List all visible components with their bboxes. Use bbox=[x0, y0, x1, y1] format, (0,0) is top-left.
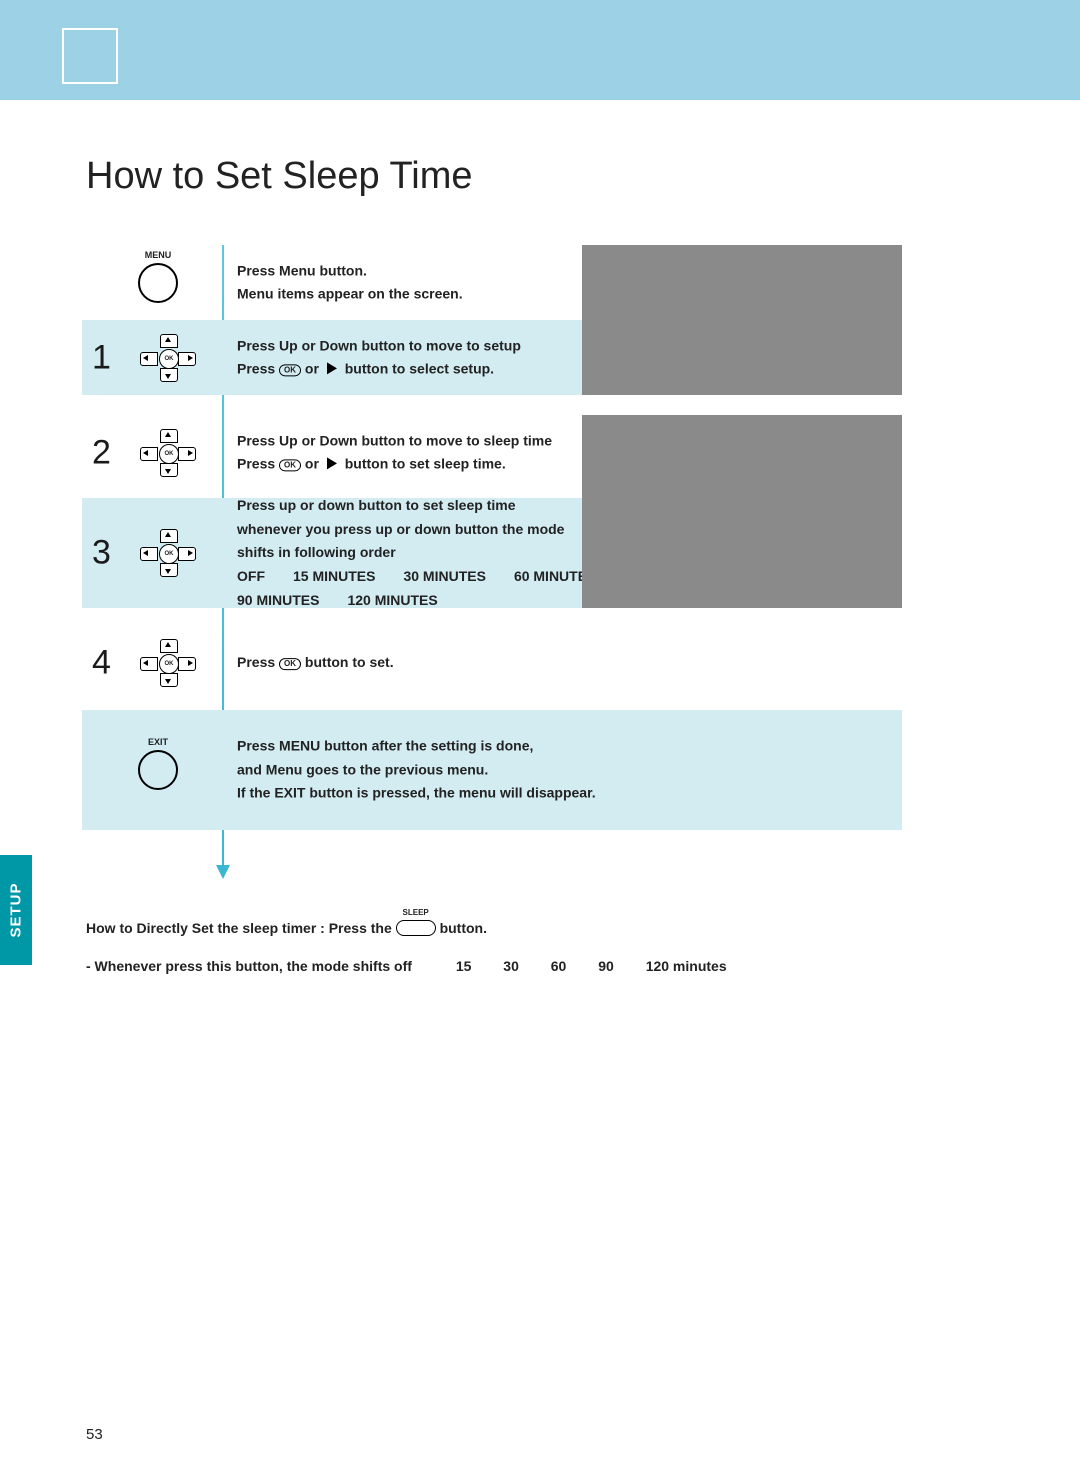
header-box-icon bbox=[62, 28, 118, 84]
play-icon bbox=[327, 363, 337, 375]
screenshot-placeholder bbox=[582, 245, 902, 395]
step-1-number: 1 bbox=[92, 338, 111, 377]
menu-button-label: MENU bbox=[145, 250, 172, 260]
direct-line2: - Whenever press this button, the mode s… bbox=[86, 958, 906, 974]
step-1-line1: Press Up or Down button to move to setup bbox=[237, 335, 521, 357]
ok-badge-icon: OK bbox=[279, 460, 301, 472]
step-2-line2: Press OK or button to set sleep time. bbox=[237, 454, 552, 476]
ok-badge-icon: OK bbox=[279, 365, 301, 377]
exit-button-label: EXIT bbox=[148, 737, 168, 747]
step-3-line3: shifts in following order bbox=[237, 542, 624, 564]
step-3-options: OFF15 MINUTES30 MINUTES60 MINUTES bbox=[237, 566, 624, 588]
header-bar bbox=[0, 0, 1080, 100]
menu-button-icon: MENU bbox=[138, 263, 178, 303]
step-1-line2: Press OK or button to select setup. bbox=[237, 359, 521, 381]
ok-badge-icon: OK bbox=[279, 658, 301, 670]
manual-page: How to Set Sleep Time MENU Press Menu bu… bbox=[0, 0, 1080, 1483]
play-icon bbox=[327, 458, 337, 470]
step-2-number: 2 bbox=[92, 433, 111, 472]
dpad-icon: OK bbox=[138, 639, 198, 687]
step-3-options-2: 90 MINUTES120 MINUTES bbox=[237, 590, 624, 612]
screenshot-placeholder bbox=[582, 415, 902, 608]
step-exit-line1: Press MENU button after the setting is d… bbox=[237, 735, 596, 757]
step-4-line: Press OK button to set. bbox=[237, 652, 394, 674]
direct-set-section: How to Directly Set the sleep timer : Pr… bbox=[86, 920, 906, 974]
step-3-line1: Press up or down button to set sleep tim… bbox=[237, 495, 624, 517]
page-title: How to Set Sleep Time bbox=[86, 155, 473, 198]
exit-button-icon: EXIT bbox=[138, 750, 178, 790]
section-tab: SETUP bbox=[0, 855, 32, 965]
step-exit-line3: If the EXIT button is pressed, the menu … bbox=[237, 783, 596, 805]
step-4: 4 OK Press OK button to set. bbox=[82, 625, 902, 700]
dpad-icon: OK bbox=[138, 334, 198, 382]
step-3-line2: whenever you press up or down button the… bbox=[237, 518, 624, 540]
step-4-number: 4 bbox=[92, 643, 111, 682]
step-exit: EXIT Press MENU button after the setting… bbox=[82, 710, 902, 830]
step-menu-line2: Menu items appear on the screen. bbox=[237, 284, 463, 306]
step-exit-line2: and Menu goes to the previous menu. bbox=[237, 759, 596, 781]
section-tab-label: SETUP bbox=[8, 882, 25, 937]
step-3-number: 3 bbox=[92, 534, 111, 573]
sleep-button-icon: SLEEP bbox=[396, 920, 436, 936]
page-number: 53 bbox=[86, 1426, 103, 1443]
dpad-icon: OK bbox=[138, 529, 198, 577]
step-2-line1: Press Up or Down button to move to sleep… bbox=[237, 430, 552, 452]
direct-line1: How to Directly Set the sleep timer : Pr… bbox=[86, 920, 906, 936]
step-menu-line1: Press Menu button. bbox=[237, 260, 463, 282]
dpad-icon: OK bbox=[138, 429, 198, 477]
